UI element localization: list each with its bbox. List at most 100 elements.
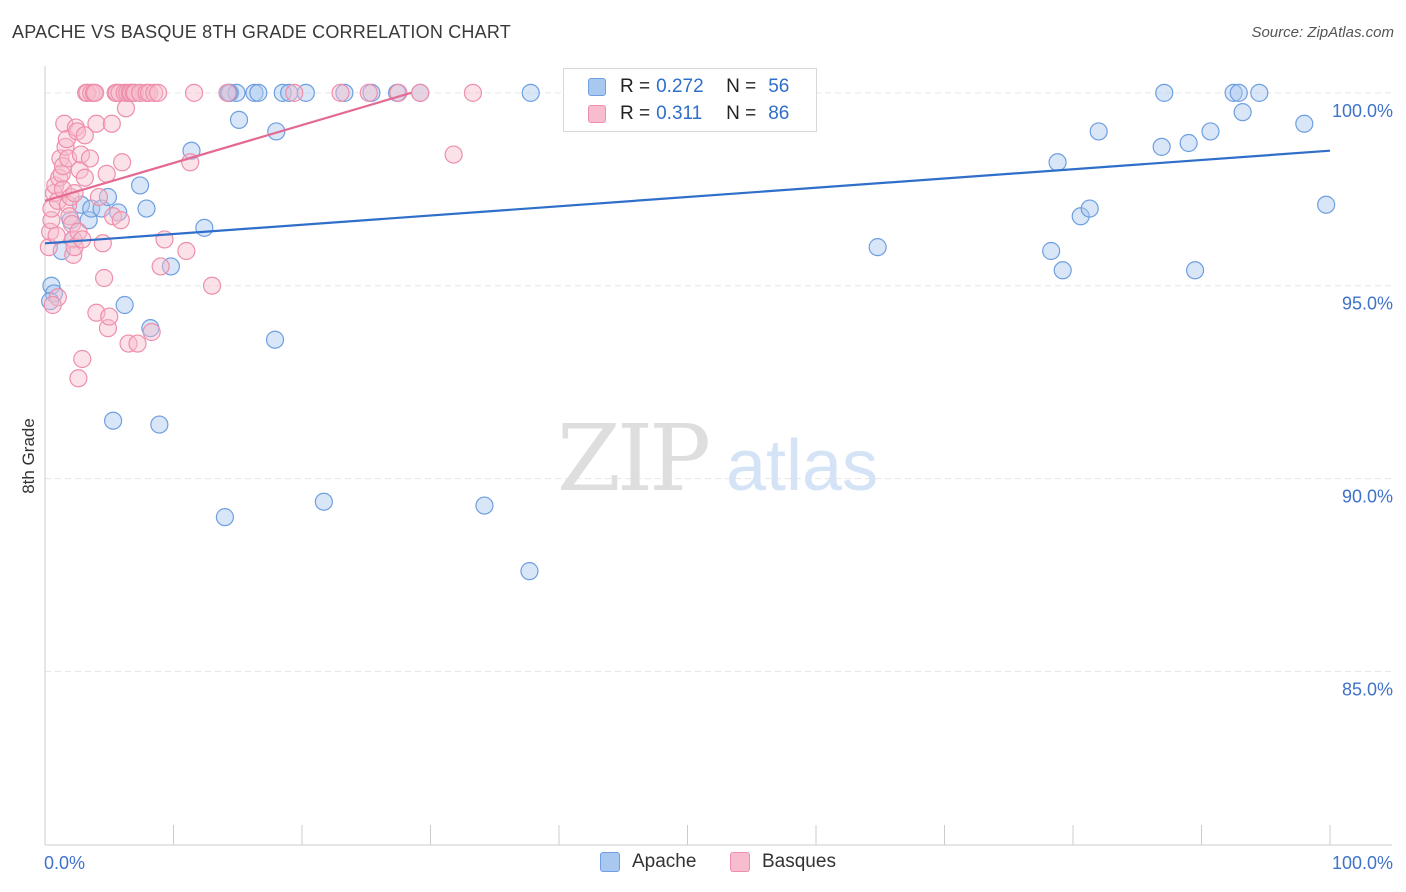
basques-point — [177, 241, 196, 261]
basques-point — [98, 319, 118, 338]
legend-row-apache: R = 0.272 N = 56 — [588, 74, 789, 100]
apache-point — [245, 83, 264, 102]
axes — [44, 66, 1392, 846]
legend-r-value: 0.272 — [656, 76, 704, 97]
basques-point — [95, 268, 114, 288]
basques-point — [181, 153, 200, 172]
basques-point — [78, 83, 97, 102]
watermark-zip: ZIP — [557, 405, 708, 512]
x-tick-label: 100.0% — [1332, 853, 1393, 873]
basques-point — [148, 83, 168, 102]
apache-point — [137, 199, 156, 218]
basques-point — [69, 369, 88, 388]
apache-point — [130, 176, 150, 195]
basques-point — [411, 83, 430, 102]
basques-point — [331, 83, 350, 102]
legend-n-label: N = — [726, 76, 757, 97]
legend: R = 0.272 N = 56 R = 0.311 N = 86 — [563, 68, 817, 132]
apache-point — [1233, 103, 1252, 122]
apache-swatch — [600, 852, 620, 872]
apache-point — [1317, 195, 1336, 214]
legend-n-value: 86 — [768, 103, 790, 124]
apache-point — [265, 330, 285, 349]
apache-point — [1048, 153, 1067, 172]
apache-point — [267, 122, 286, 141]
basques-point — [93, 234, 112, 253]
bottom-legend-basques: Basques — [730, 851, 836, 873]
apache-point — [1155, 83, 1174, 102]
bottom-legend-apache-label: Apache — [632, 851, 697, 872]
apache-point — [314, 492, 333, 511]
apache-point — [115, 295, 134, 315]
apache-point — [335, 83, 354, 102]
trend-lines — [44, 91, 1331, 245]
series-basques — [39, 83, 483, 388]
apache-point — [249, 83, 268, 102]
chart-title: APACHE VS BASQUE 8TH GRADE CORRELATION C… — [12, 22, 511, 42]
apache-swatch — [588, 78, 606, 96]
apache-point — [1185, 261, 1205, 280]
x-tick-label: 0.0% — [44, 853, 85, 873]
basques-point — [75, 126, 94, 145]
apache-point — [161, 257, 181, 276]
basques-swatch — [588, 105, 606, 123]
basques-point — [64, 245, 83, 264]
basques-point — [116, 99, 136, 118]
basques-point — [56, 137, 75, 156]
tick-labels: 100.0% 95.0% 90.0% 85.0% 0.0% 100.0% — [44, 101, 1393, 873]
basques-point — [100, 307, 119, 326]
apache-point — [1179, 133, 1198, 153]
apache-point — [1250, 83, 1269, 102]
apache-point — [521, 83, 540, 102]
apache-point — [229, 110, 249, 129]
legend-n-label: N = — [726, 103, 757, 124]
apache-point — [150, 415, 169, 434]
basques-point — [145, 83, 164, 102]
basques-point — [89, 187, 109, 207]
y-tick-label: 85.0% — [1342, 679, 1393, 699]
gridlines — [45, 92, 1392, 672]
apache-point — [1042, 241, 1061, 261]
basques-point — [184, 83, 204, 102]
basques-point — [142, 322, 161, 342]
apache-point — [182, 141, 201, 160]
watermark: ZIP atlas — [557, 405, 878, 512]
apache-point — [195, 218, 214, 237]
apache-point — [1229, 83, 1248, 102]
basques-point — [128, 334, 147, 353]
bottom-legend: Apache Basques — [0, 851, 1406, 877]
apache-point — [868, 238, 887, 257]
apache-point — [215, 508, 234, 527]
legend-r-label: R = — [620, 103, 651, 124]
apache-point — [104, 411, 123, 430]
apache-point — [475, 496, 494, 515]
apache-point — [1089, 122, 1108, 141]
basques-point — [218, 83, 237, 102]
basques-point — [75, 168, 94, 187]
apache-trend-line — [44, 149, 1331, 245]
basques-point — [151, 257, 170, 276]
basques-point — [87, 114, 106, 133]
basques-point — [285, 83, 304, 102]
basques-point — [52, 164, 71, 183]
basques-point — [111, 211, 130, 230]
watermark-atlas: atlas — [726, 426, 878, 506]
legend-r-value: 0.311 — [656, 103, 703, 124]
basques-trend-line — [44, 91, 412, 202]
apache-point — [1295, 114, 1314, 133]
y-axis-label: 8th Grade — [19, 418, 38, 494]
apache-point — [1080, 199, 1099, 218]
bottom-legend-basques-label: Basques — [762, 851, 836, 872]
basques-point — [444, 145, 463, 164]
y-tick-label: 100.0% — [1332, 101, 1393, 121]
basques-point — [102, 114, 121, 133]
basques-swatch — [730, 852, 750, 872]
basques-point — [463, 83, 483, 102]
basques-point — [359, 83, 378, 102]
legend-r-label: R = — [620, 76, 651, 97]
apache-point — [1152, 137, 1171, 156]
source-label: Source: ZipAtlas.com — [1251, 24, 1394, 41]
y-tick-label: 90.0% — [1342, 487, 1393, 507]
apache-point — [520, 562, 539, 581]
legend-n-value: 56 — [768, 76, 790, 97]
